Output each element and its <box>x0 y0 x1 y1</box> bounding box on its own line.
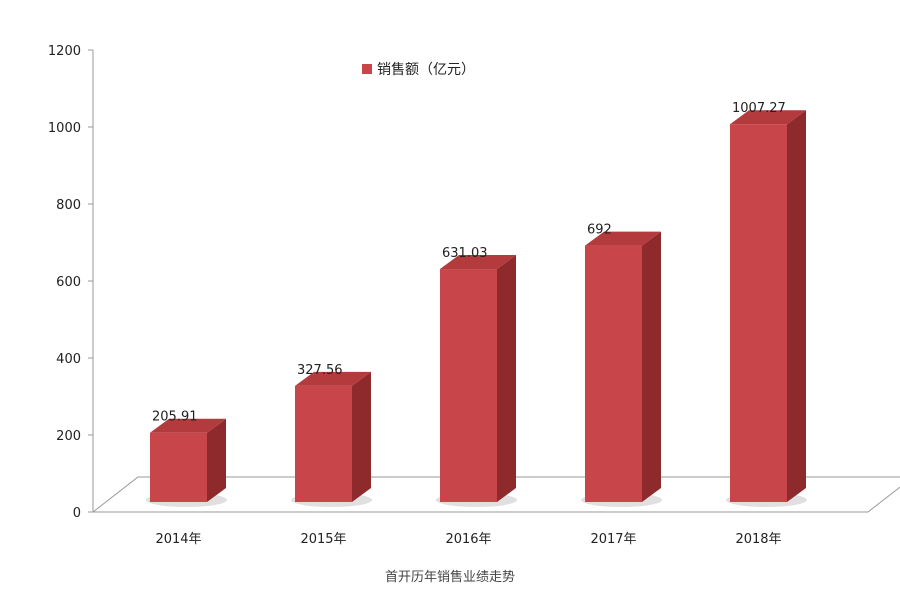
data-label: 692 <box>587 223 612 238</box>
bar-side-face <box>207 418 226 502</box>
x-tick-label: 2018年 <box>735 532 781 547</box>
bar-side-face <box>352 371 371 502</box>
bar-front-face <box>295 385 352 502</box>
y-tick-label: 200 <box>56 429 81 444</box>
legend-swatch <box>362 64 372 74</box>
x-tick-label: 2014年 <box>155 532 201 547</box>
y-tick-label: 0 <box>73 506 81 521</box>
bar-5 <box>726 110 807 507</box>
data-label: 205.91 <box>152 410 198 425</box>
legend-label: 销售额（亿元） <box>377 62 475 78</box>
x-tick-label: 2016年 <box>445 532 491 547</box>
bar-front-face <box>440 269 497 502</box>
y-tick-label: 600 <box>56 275 81 290</box>
y-tick-label: 800 <box>56 198 81 213</box>
data-label: 631.03 <box>442 246 488 261</box>
x-tick-label: 2015年 <box>300 532 346 547</box>
data-label: 327.56 <box>297 363 343 378</box>
data-label: 1007.27 <box>732 101 786 116</box>
bar-2 <box>291 371 372 507</box>
bar-side-face <box>642 231 661 502</box>
y-tick-label: 1000 <box>48 121 81 136</box>
bar-top-face <box>585 231 661 246</box>
axis-layer: 0 200 400 600 800 1000 1200 <box>48 44 900 521</box>
bar-front-face <box>150 432 207 502</box>
legend: 销售额（亿元） <box>362 62 475 78</box>
bar-front-face <box>585 245 642 502</box>
bar-top-face <box>730 110 806 125</box>
bar-top-face <box>150 418 226 433</box>
y-tick-label: 1200 <box>48 44 81 59</box>
chart-caption: 首开历年销售业绩走势 <box>384 570 515 585</box>
bar-4 <box>581 231 662 507</box>
x-tick-label: 2017年 <box>590 532 636 547</box>
bars-layer <box>146 110 807 507</box>
bar-top-face <box>295 371 371 386</box>
bar-1 <box>146 418 227 507</box>
bar-3 <box>436 255 517 507</box>
bar-top-face <box>440 255 516 270</box>
bar-front-face <box>730 124 787 502</box>
chart-floor <box>91 476 900 513</box>
labels-layer: 205.91 2014年 327.56 2015年 631.03 2016年 692 2017… <box>152 101 786 547</box>
y-tick-label: 400 <box>56 352 81 367</box>
bar-side-face <box>787 110 806 502</box>
bar-side-face <box>497 255 516 502</box>
